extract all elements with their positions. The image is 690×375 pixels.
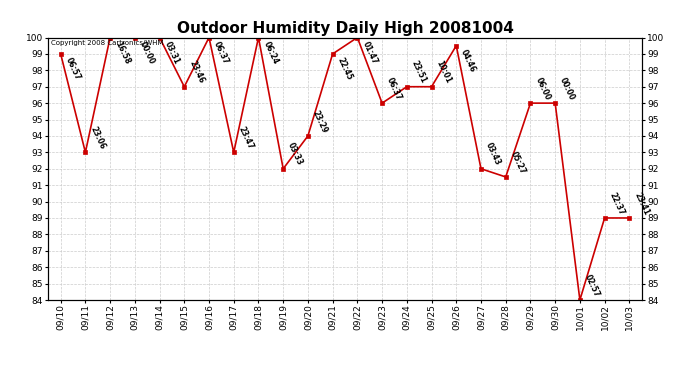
Text: 05:27: 05:27 <box>509 150 527 176</box>
Text: 23:46: 23:46 <box>187 59 206 85</box>
Text: 10:01: 10:01 <box>435 59 453 85</box>
Text: 00:00: 00:00 <box>138 40 156 66</box>
Text: 06:24: 06:24 <box>262 40 279 66</box>
Text: 06:00: 06:00 <box>533 76 552 102</box>
Text: 23:41: 23:41 <box>632 190 651 216</box>
Text: 06:57: 06:57 <box>63 56 82 82</box>
Text: 16:58: 16:58 <box>113 40 131 66</box>
Text: 03:31: 03:31 <box>163 40 181 66</box>
Text: 01:47: 01:47 <box>360 40 379 66</box>
Title: Outdoor Humidity Daily High 20081004: Outdoor Humidity Daily High 20081004 <box>177 21 513 36</box>
Text: 22:37: 22:37 <box>608 190 626 216</box>
Text: 23:47: 23:47 <box>237 125 255 151</box>
Text: 02:57: 02:57 <box>583 273 601 298</box>
Text: 23:29: 23:29 <box>311 109 329 134</box>
Text: 00:00: 00:00 <box>558 76 576 102</box>
Text: 06:37: 06:37 <box>385 76 404 102</box>
Text: 23:06: 23:06 <box>88 125 107 151</box>
Text: 03:43: 03:43 <box>484 141 502 167</box>
Text: 03:33: 03:33 <box>286 141 304 167</box>
Text: 06:37: 06:37 <box>212 40 230 66</box>
Text: 22:45: 22:45 <box>335 56 354 82</box>
Text: 04:46: 04:46 <box>460 48 477 74</box>
Text: 23:51: 23:51 <box>410 60 428 85</box>
Text: Copyright 2008 Cartronics/WHM: Copyright 2008 Cartronics/WHM <box>51 40 164 46</box>
